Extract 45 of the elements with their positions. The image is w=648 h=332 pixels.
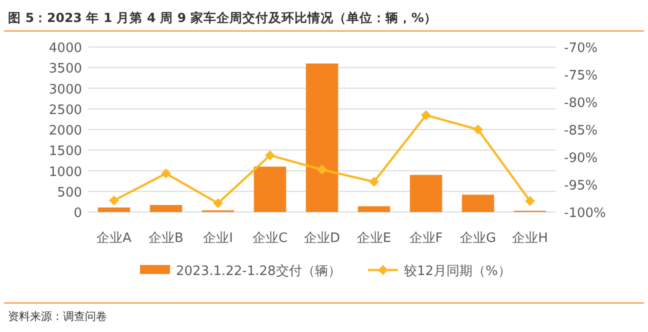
- bar: [98, 207, 130, 212]
- y2-tick-label: -90%: [564, 151, 598, 166]
- text: 资料来源：调查问卷: [8, 310, 107, 323]
- legend-label: 较12月同期（%）: [404, 264, 511, 279]
- x-tick-label: 企业D: [304, 231, 340, 246]
- x-tick-label: 企业F: [409, 231, 443, 246]
- point: [525, 196, 535, 206]
- bar: [254, 166, 286, 212]
- y-tick-label: 500: [57, 185, 82, 200]
- x-tick-label: 企业H: [512, 231, 548, 246]
- y-tick-label: 4000: [48, 41, 82, 56]
- point: [421, 110, 431, 120]
- x-tick-label: 企业C: [252, 231, 288, 246]
- x-tick-label: 企业A: [96, 231, 132, 246]
- y2-tick-label: -100%: [564, 206, 606, 221]
- y2-tick-label: -95%: [564, 178, 598, 194]
- point: [161, 168, 171, 178]
- point: [473, 124, 483, 134]
- point: [213, 198, 223, 208]
- bar: [410, 174, 442, 212]
- point: [265, 150, 275, 160]
- x-tick-label: 企业I: [203, 231, 233, 246]
- y-tick-label: 1500: [48, 144, 82, 160]
- point: [317, 164, 327, 175]
- bar: [150, 204, 182, 212]
- y2-tick-label: -85%: [564, 124, 598, 138]
- bar: [358, 206, 390, 212]
- y-tick-label: 1000: [48, 164, 82, 180]
- y2-tick-label: -75%: [564, 68, 598, 84]
- title: 图 5：2023 年 1 月第 4 周 9 家车企周交付及环比情况（单位：辆，%）: [8, 10, 437, 25]
- y-tick-label: 2500: [48, 102, 82, 118]
- y-tick-label: 3000: [48, 82, 82, 98]
- bar: [306, 64, 338, 212]
- x-tick-label: 企业E: [356, 231, 392, 246]
- x-tick-label: 企业G: [460, 231, 496, 246]
- point: [369, 176, 379, 187]
- x-tick-label: 企业B: [148, 231, 184, 246]
- bar: [462, 194, 494, 212]
- y-tick-label: 3500: [48, 62, 82, 77]
- y-tick-label: 2000: [48, 124, 82, 138]
- y2-tick-label: -80%: [564, 96, 598, 111]
- y-tick-label: 0: [74, 206, 82, 221]
- point: [109, 195, 119, 206]
- legend-label: 2023.1.22-1.28交付（辆）: [176, 263, 341, 279]
- y2-tick-label: -70%: [564, 41, 598, 56]
